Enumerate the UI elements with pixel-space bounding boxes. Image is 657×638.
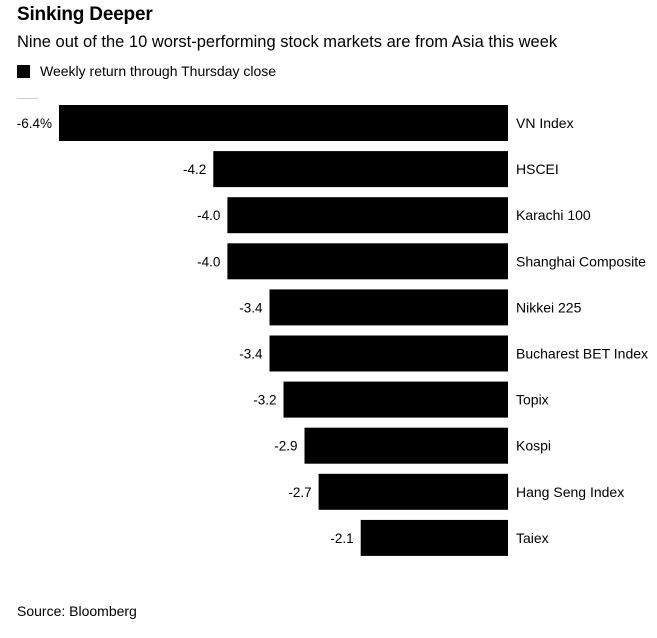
bar [227,197,508,234]
legend-label: Weekly return through Thursday close [40,63,277,79]
bar [318,473,508,510]
bar [304,427,508,464]
axis-rule [17,98,38,99]
bar [269,289,508,326]
value-label: -3.4 [239,300,263,315]
bar [213,151,509,188]
chart-title: Sinking Deeper [17,4,153,25]
value-label: -2.1 [330,531,353,546]
chart-subtitle: Nine out of the 10 worst-performing stoc… [17,33,558,51]
bar [59,105,508,141]
value-label: -6.4% [17,116,52,131]
value-label: -2.7 [288,485,311,500]
legend-swatch [17,64,30,78]
category-label: Nikkei 225 [516,299,582,315]
category-label: Karachi 100 [516,207,591,223]
value-label: -4.0 [197,208,220,223]
value-label: -4.2 [183,162,206,177]
source-note: Source: Bloomberg [17,603,137,619]
bar [269,335,508,372]
category-label: Hang Seng Index [516,484,624,500]
bar [283,381,508,418]
category-label: Taiex [516,530,549,546]
value-label: -3.4 [239,347,263,362]
category-label: Bucharest BET Index [516,346,648,362]
value-label: -3.2 [253,393,276,408]
category-label: Shanghai Composite [516,253,646,269]
legend: Weekly return through Thursday close [17,63,276,79]
value-label: -4.0 [197,254,220,269]
value-label: -2.9 [274,439,297,454]
category-label: HSCEI [516,161,559,177]
category-label: Topix [516,392,549,408]
bar-chart: -6.4% VN Index -4.2 HSCEI -4.0 Karachi 100 -4.… [17,105,648,556]
bar [227,243,508,280]
category-label: VN Index [516,115,574,131]
bar [360,519,508,556]
category-label: Kospi [516,438,551,454]
